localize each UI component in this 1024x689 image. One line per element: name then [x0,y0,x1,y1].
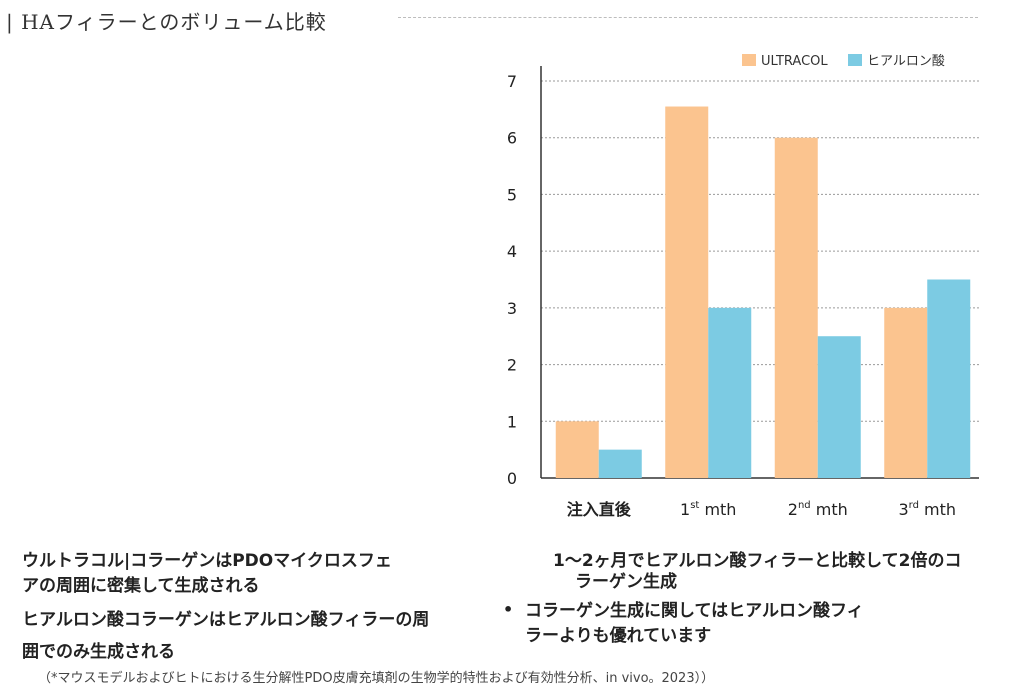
bullet-icon: • [503,600,514,619]
right-text-line-2: ラーゲン生成 [575,572,677,592]
left-text-line-4: 囲でのみ生成される [22,642,175,662]
bar-ULTRACOL-1 [665,106,709,479]
y-tick-label: 4 [507,242,517,261]
legend-label: ヒアルロン酸 [867,54,945,69]
bar-ヒアルロン酸-3 [927,279,971,478]
bar-ULTRACOL-2 [774,137,818,478]
x-tick-label: 3rd mth [898,500,956,519]
legend-swatch [848,54,862,66]
y-tick-label: 2 [507,356,517,375]
x-tick-label: 注入直後 [567,500,632,519]
left-text-line-3: ヒアルロン酸コラーゲンはヒアルロン酸フィラーの周 [22,610,430,630]
y-tick-label: 1 [507,412,517,431]
bar-ヒアルロン酸-0 [598,449,642,478]
x-tick-label: 1st mth [680,500,736,519]
left-text-line-2: アの周囲に密集して生成される [22,576,260,596]
y-tick-label: 6 [507,129,517,148]
right-text-line-4: ラーよりも優れています [525,626,712,646]
legend-label: ULTRACOL [761,54,828,69]
bar-ヒアルロン酸-2 [817,336,861,478]
right-text-line-3: コラーゲン生成に関してはヒアルロン酸フィ [525,601,864,621]
legend-swatch [742,54,756,66]
page-title: | HAフィラーとのボリューム比較 [6,10,327,34]
y-tick-label: 7 [507,72,517,91]
bar-ULTRACOL-3 [884,307,928,478]
right-text-line-1: 1～2ヶ月でヒアルロン酸フィラーと比較して2倍のコ [553,551,962,571]
y-tick-label: 3 [507,299,517,318]
bar-ULTRACOL-0 [555,421,599,478]
left-text-line-1: ウルトラコル|コラーゲンはPDOマイクロスフェ [22,551,392,571]
title-divider [398,17,978,18]
x-tick-label: 2nd mth [788,500,848,519]
bar-ヒアルロン酸-1 [708,307,752,478]
y-tick-label: 5 [507,185,517,204]
footnote: （*マウスモデルおよびヒトにおける生分解性PDO皮膚充填剤の生物学的特性および有… [38,671,715,686]
y-tick-label: 0 [507,469,517,488]
